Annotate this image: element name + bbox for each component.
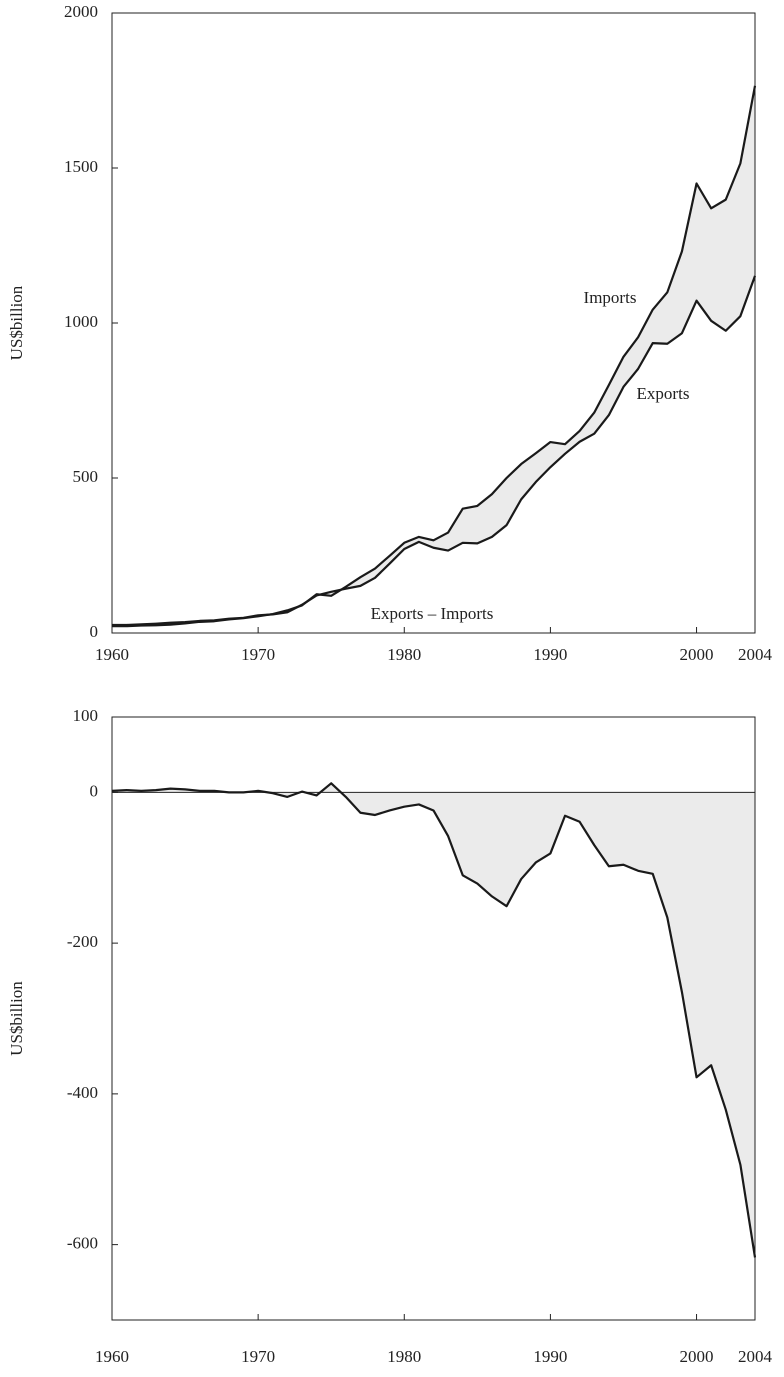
x-tick-label: 1980 <box>387 645 421 664</box>
x-tick-label: 2000 <box>680 1347 714 1366</box>
x-tick-label: 1990 <box>533 645 567 664</box>
series-line <box>112 275 757 627</box>
y-tick-label: -600 <box>67 1234 98 1253</box>
chart: 0 500 1000 1500 2000 1960 1970 1980 1990 2000 2004… <box>7 2 773 664</box>
y-axis-label: US$billion <box>7 285 26 360</box>
y-tick-label: 2000 <box>64 2 98 21</box>
y-tick-label: 500 <box>73 467 99 486</box>
x-tick-label: 1970 <box>241 1347 275 1366</box>
series-label: Exports <box>637 384 690 403</box>
x-tick-label: 1960 <box>95 1347 129 1366</box>
x-tick-label: 1990 <box>533 1347 567 1366</box>
y-tick-label: -400 <box>67 1083 98 1102</box>
y-tick-label: -200 <box>67 932 98 951</box>
y-tick-label: 0 <box>90 622 99 641</box>
y-tick-label: 0 <box>90 781 99 800</box>
x-tick-label: 2000 <box>680 645 714 664</box>
y-tick-label: 1000 <box>64 312 98 331</box>
area-fill <box>112 85 755 627</box>
x-tick-label: 1980 <box>387 1347 421 1366</box>
x-tick-label: 1970 <box>241 645 275 664</box>
x-tick-label: 1960 <box>95 645 129 664</box>
plot-frame <box>111 716 756 1321</box>
chart: 100 0 -200 -400 -600 1960 1970 1980 1990 2000 2004… <box>7 604 773 1366</box>
annotation: Exports – Imports <box>371 604 494 623</box>
x-tick-label: 2004 <box>738 645 773 664</box>
y-axis-label: US$billion <box>7 981 26 1056</box>
x-tick-label: 2004 <box>738 1347 773 1366</box>
series-label: Imports <box>584 288 637 307</box>
y-tick-label: 1500 <box>64 157 98 176</box>
y-tick-label: 100 <box>73 706 99 725</box>
series-line <box>111 782 757 1258</box>
area-fill <box>112 783 755 1258</box>
